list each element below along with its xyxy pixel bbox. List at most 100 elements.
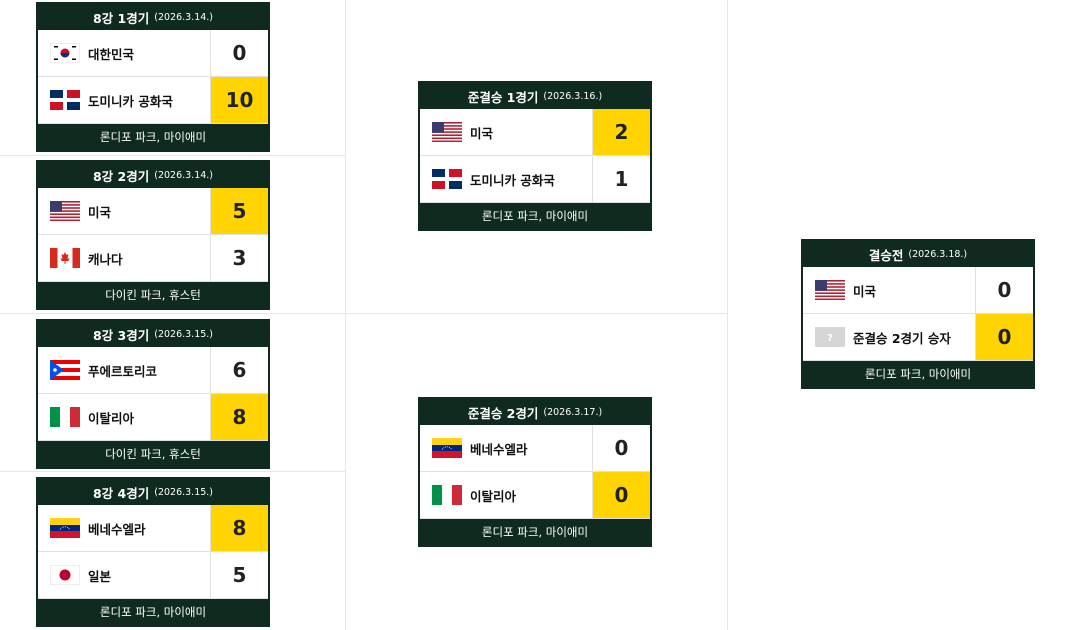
match-card[interactable]: 8강 2경기 (2026.3.14.) 미국 5 캐나다 3 다이킨 파크, 휴스턴 <box>36 160 270 310</box>
team-cell: ? 준결승 2경기 승자 <box>803 314 976 360</box>
match-venue: 론디포 파크, 마이애미 <box>481 525 589 539</box>
flag-ve-icon <box>50 518 80 538</box>
svg-text:?: ? <box>827 333 833 344</box>
team-score: 5 <box>211 188 268 234</box>
team-name: 준결승 2경기 승자 <box>853 330 951 346</box>
team-name: 도미니카 공화국 <box>470 172 555 188</box>
match-card[interactable]: 준결승 1경기 (2026.3.16.) 미국 2 도미니카 공화국 1 론디포 파크, 마… <box>418 81 652 231</box>
match-header: 8강 2경기 (2026.3.14.) <box>38 162 268 188</box>
team-name: 미국 <box>88 204 112 220</box>
row-divider <box>0 471 345 472</box>
flag-it-icon <box>50 407 80 427</box>
team-cell: 베네수엘라 <box>38 505 211 551</box>
team-score: 0 <box>232 41 247 65</box>
match-title: 8강 4경기 <box>92 485 150 501</box>
row-divider <box>0 155 345 156</box>
match-header: 8강 3경기 (2026.3.15.) <box>38 321 268 347</box>
flag-ve-icon <box>432 438 462 458</box>
team-row: 도미니카 공화국 1 <box>420 156 650 203</box>
match-header: 8강 4경기 (2026.3.15.) <box>38 479 268 505</box>
team-score: 8 <box>211 394 268 440</box>
team-score: 3 <box>232 246 247 270</box>
match-date: (2026.3.14.) <box>154 11 214 23</box>
flag-unknown-icon: ? <box>815 327 845 347</box>
team-cell: 도미니카 공화국 <box>38 77 211 123</box>
team-score: 0 <box>976 314 1033 360</box>
match-title: 8강 2경기 <box>92 168 150 184</box>
flag-jp-icon <box>50 565 80 585</box>
match-venue: 론디포 파크, 마이애미 <box>481 209 589 223</box>
match-title: 준결승 2경기 <box>467 405 539 421</box>
row-divider <box>0 313 345 314</box>
column-divider <box>345 0 346 630</box>
match-header: 결승전 (2026.3.18.) <box>803 241 1033 267</box>
team-row: 베네수엘라 8 <box>38 505 268 552</box>
flag-kr-icon <box>50 43 80 63</box>
match-venue: 론디포 파크, 마이애미 <box>99 605 207 619</box>
match-card[interactable]: 결승전 (2026.3.18.) 미국 0? 준결승 2경기 승자 0 론디포 파크, 마이… <box>801 239 1035 389</box>
team-score: 2 <box>593 109 650 155</box>
team-score: 1 <box>614 167 629 191</box>
flag-do-icon <box>50 90 80 110</box>
match-date: (2026.3.14.) <box>154 169 214 181</box>
flag-it-icon <box>432 485 462 505</box>
team-name: 미국 <box>853 283 877 299</box>
match-venue: 론디포 파크, 마이애미 <box>99 130 207 144</box>
team-row: ? 준결승 2경기 승자 0 <box>803 314 1033 361</box>
team-name: 미국 <box>470 125 494 141</box>
team-cell: 도미니카 공화국 <box>420 156 593 202</box>
team-name: 캐나다 <box>88 251 123 267</box>
match-date: (2026.3.18.) <box>908 248 968 260</box>
team-name: 이탈리아 <box>470 488 517 504</box>
match-card[interactable]: 준결승 2경기 (2026.3.17.) 베네수엘라 0 이탈리아 0 론디포 파크, 마이… <box>418 397 652 547</box>
team-name: 베네수엘라 <box>470 441 528 457</box>
match-title: 8강 1경기 <box>92 10 150 26</box>
team-cell: 대한민국 <box>38 30 211 76</box>
match-card[interactable]: 8강 4경기 (2026.3.15.) 베네수엘라 8 일본 5 론디포 파크, 마이애미 <box>36 477 270 627</box>
team-cell: 미국 <box>38 188 211 234</box>
team-row: 이탈리아 8 <box>38 394 268 441</box>
team-name: 베네수엘라 <box>88 521 146 537</box>
flag-do-icon <box>432 169 462 189</box>
team-cell: 이탈리아 <box>420 472 593 518</box>
team-score: 6 <box>232 358 247 382</box>
row-divider <box>345 313 727 314</box>
match-date: (2026.3.16.) <box>543 90 603 102</box>
flag-ca-icon <box>50 248 80 268</box>
team-row: 캐나다 3 <box>38 235 268 282</box>
team-score: 0 <box>614 436 629 460</box>
team-row: 도미니카 공화국 10 <box>38 77 268 124</box>
team-row: 대한민국 0 <box>38 30 268 77</box>
flag-pr-icon <box>50 360 80 380</box>
team-row: 베네수엘라 0 <box>420 425 650 472</box>
team-score: 0 <box>997 278 1012 302</box>
match-title: 결승전 <box>868 247 904 263</box>
match-card[interactable]: 8강 3경기 (2026.3.15.) 푸에르토리코 6 이탈리아 8 다이킨 파크, 휴스… <box>36 319 270 469</box>
match-date: (2026.3.15.) <box>154 328 214 340</box>
team-cell: 일본 <box>38 552 211 598</box>
team-name: 대한민국 <box>88 46 135 62</box>
team-row: 미국 0 <box>803 267 1033 314</box>
team-row: 미국 2 <box>420 109 650 156</box>
team-cell: 미국 <box>803 267 976 313</box>
team-name: 푸에르토리코 <box>88 363 158 379</box>
match-card[interactable]: 8강 1경기 (2026.3.14.) 대한민국 0 도미니카 공화국 10 론디포 파크,… <box>36 2 270 152</box>
match-header: 준결승 2경기 (2026.3.17.) <box>420 399 650 425</box>
team-cell: 미국 <box>420 109 593 155</box>
column-divider <box>727 0 728 630</box>
flag-us-icon <box>815 280 845 300</box>
team-cell: 이탈리아 <box>38 394 211 440</box>
team-cell: 캐나다 <box>38 235 211 281</box>
team-score: 0 <box>593 472 650 518</box>
match-title: 8강 3경기 <box>92 327 150 343</box>
match-header: 준결승 1경기 (2026.3.16.) <box>420 83 650 109</box>
match-title: 준결승 1경기 <box>467 89 539 105</box>
team-cell: 베네수엘라 <box>420 425 593 471</box>
team-row: 미국 5 <box>38 188 268 235</box>
team-row: 푸에르토리코 6 <box>38 347 268 394</box>
team-row: 이탈리아 0 <box>420 472 650 519</box>
match-venue: 다이킨 파크, 휴스턴 <box>105 447 201 461</box>
match-header: 8강 1경기 (2026.3.14.) <box>38 4 268 30</box>
match-date: (2026.3.17.) <box>543 406 603 418</box>
flag-us-icon <box>50 201 80 221</box>
